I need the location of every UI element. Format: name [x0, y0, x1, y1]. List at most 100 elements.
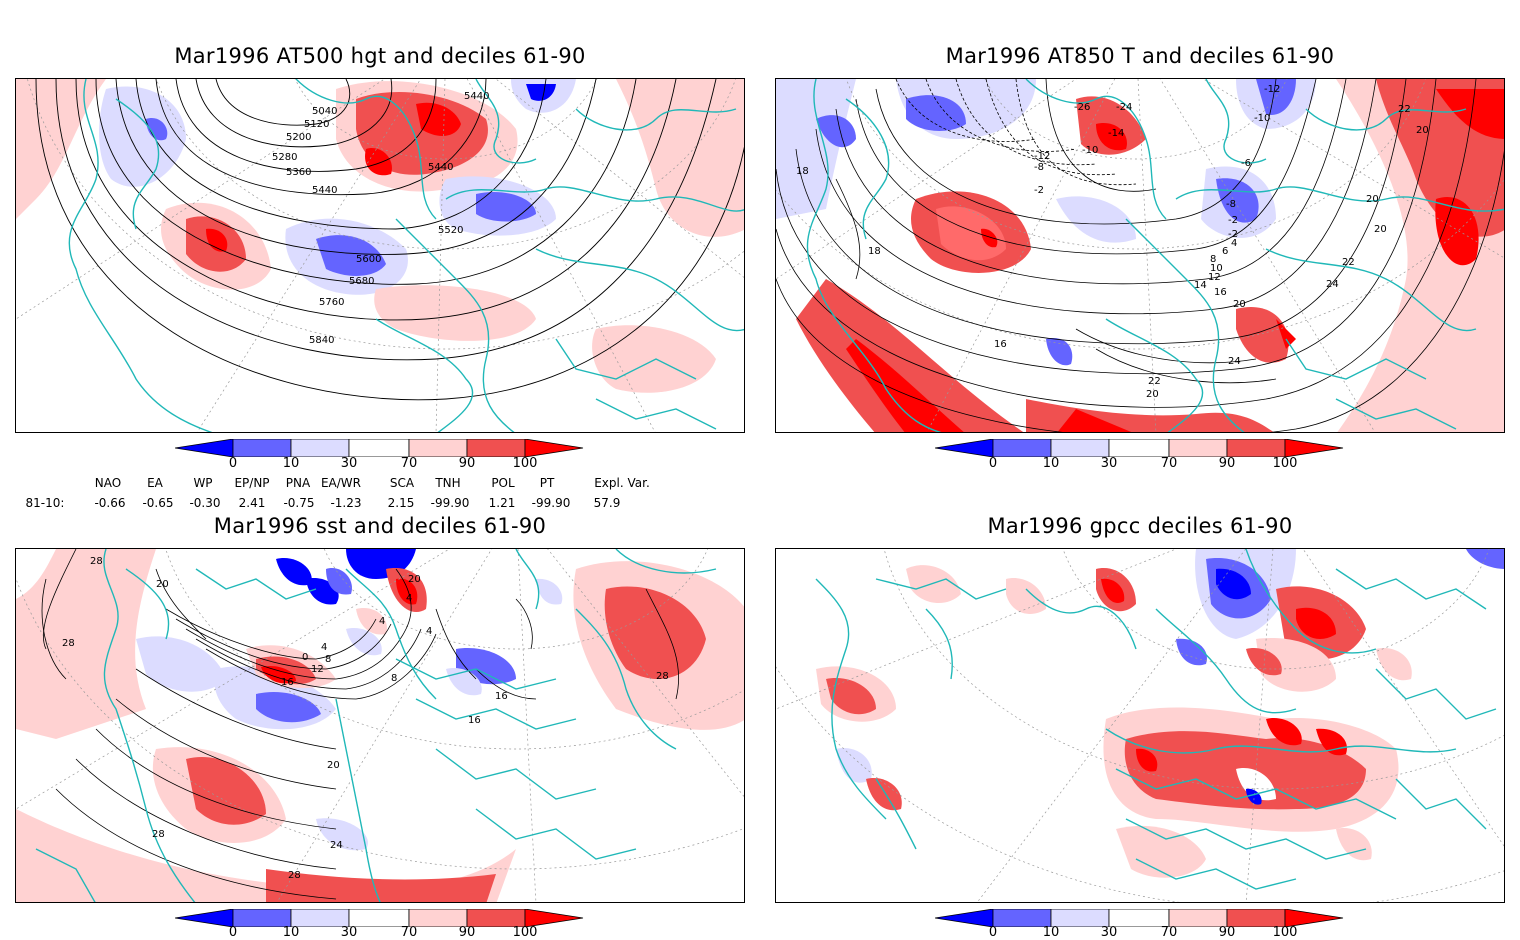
contour-label: 12	[311, 664, 324, 675]
panel-title-br: Mar1996 gpcc deciles 61-90	[987, 514, 1293, 538]
contour-label: 5680	[349, 276, 374, 287]
contour-label: 14	[1194, 280, 1207, 291]
contour-label: 16	[468, 715, 481, 726]
contour-label: 5440	[428, 162, 453, 173]
index-header: EP/NP	[234, 476, 270, 490]
contour-labels: 28 20 28 0 4 4 8 12 16 20 16 16 8 4 28 2…	[62, 556, 669, 881]
contour-label: -10	[1082, 145, 1098, 156]
index-value: -99.90	[531, 496, 571, 510]
map-graticule	[16, 79, 744, 432]
contour-label: 28	[62, 638, 75, 649]
panel-title-tl: Mar1996 AT500 hgt and deciles 61-90	[174, 44, 586, 68]
contour-label: 5600	[356, 254, 381, 265]
index-value: 2.41	[238, 496, 266, 510]
contour-label: 28	[152, 829, 165, 840]
contour-label: -12	[1034, 151, 1050, 162]
contour-label: 22	[1398, 104, 1411, 115]
map-panel-sst: 28 20 28 0 4 4 8 12 16 20 16 16 8 4 28 2…	[15, 548, 745, 903]
contour-label: 0	[302, 652, 308, 663]
colorbar-label: 0	[228, 456, 238, 471]
colorbar-tl: 0 10 30 70 90 100	[174, 438, 585, 479]
contour-label: 20	[1146, 389, 1159, 400]
contour-label: 6	[1222, 246, 1228, 257]
contour-label: 4	[379, 616, 385, 627]
map-panel-gpcc	[775, 548, 1505, 903]
index-header: POL	[491, 476, 515, 490]
colorbar-label: 100	[1272, 456, 1298, 471]
colorbar-label: 10	[282, 925, 300, 940]
colorbar-br: 0 10 30 70 90 100	[934, 908, 1345, 940]
map-panel-hgt500: 5040 5120 5200 5280 5360 5440 5440 5440 …	[15, 78, 745, 433]
index-header: EA	[147, 476, 163, 490]
contour-label: 16	[495, 691, 508, 702]
index-header: WP	[193, 476, 213, 490]
colorbar-label: 70	[1160, 456, 1178, 471]
contour-label: -2	[1034, 185, 1044, 196]
contour-label: 5120	[304, 119, 329, 130]
contour-label: 8	[391, 673, 397, 684]
contour-label: 20	[1366, 194, 1379, 205]
index-value: -0.75	[283, 496, 315, 510]
contour-label: 24	[330, 840, 343, 851]
contour-label: 20	[1416, 125, 1429, 136]
colorbar-label: 90	[1218, 925, 1236, 940]
contour-label: -12	[1264, 84, 1280, 95]
panel-title-bl: Mar1996 sst and deciles 61-90	[213, 514, 547, 538]
colorbar-label: 30	[1100, 456, 1118, 471]
panel-title-tr: Mar1996 AT850 T and deciles 61-90	[945, 44, 1335, 68]
index-header: SCA	[389, 476, 415, 490]
contour-label: 28	[656, 671, 669, 682]
contour-label: 5200	[286, 132, 311, 143]
contour-label: -26	[1074, 102, 1090, 113]
coastlines	[815, 549, 1497, 890]
contour-label: 18	[796, 166, 809, 177]
colorbar-label: 10	[1042, 456, 1060, 471]
colorbar-label: 0	[228, 925, 238, 940]
index-header: EA/WR	[320, 476, 362, 490]
index-value: 1.21	[488, 496, 516, 510]
colorbar-label: 100	[512, 925, 538, 940]
colorbar-label: 10	[282, 456, 300, 471]
colorbar-label: 70	[400, 456, 418, 471]
colorbar-label: 30	[340, 925, 358, 940]
map-graticule	[16, 549, 744, 902]
colorbar-label: 90	[458, 925, 476, 940]
contour-labels: -26 -24 -14 -10 -12 -8 -2 -12 -10 -6 -8 …	[796, 84, 1429, 400]
contour-label: -8	[1034, 162, 1044, 173]
colorbar-label: 0	[988, 456, 998, 471]
colorbar-label: 90	[458, 456, 476, 471]
index-value: -0.65	[142, 496, 174, 510]
contour-label: 5360	[286, 167, 311, 178]
anomaly-shading	[16, 79, 744, 432]
index-header: PT	[539, 476, 555, 490]
contour-label: -2	[1228, 215, 1238, 226]
coastlines	[68, 79, 744, 432]
coastlines	[35, 549, 717, 902]
contour-label: 24	[1228, 356, 1241, 367]
contour-label: 5440	[312, 185, 337, 196]
contour-label: 4	[406, 593, 412, 604]
map-panel-t850: -26 -24 -14 -10 -12 -8 -2 -12 -10 -6 -8 …	[775, 78, 1505, 433]
colorbar-label: 10	[1042, 925, 1060, 940]
colorbar-label: 30	[1100, 925, 1118, 940]
contour-label: 20	[1374, 224, 1387, 235]
index-value: -1.23	[330, 496, 362, 510]
contour-label: 20	[156, 579, 169, 590]
contour-label: 8	[1210, 254, 1216, 265]
contour-label: -10	[1254, 113, 1270, 124]
colorbar-label: 70	[400, 925, 418, 940]
colorbar-tr: 0 10 30 70 90 100	[934, 438, 1345, 479]
coastlines	[806, 79, 1504, 432]
contour-label: 24	[1326, 279, 1339, 290]
anomaly-shading	[776, 79, 1504, 432]
index-value: -99.90	[430, 496, 470, 510]
index-table-header: NAO EA WP EP/NP PNA EA/WR SCA TNH POL PT…	[0, 476, 760, 492]
contour-label: 4	[426, 626, 432, 637]
index-value: 57.9	[593, 496, 621, 510]
contour-labels: 5040 5120 5200 5280 5360 5440 5440 5440 …	[272, 91, 489, 346]
contour-label: -2	[1228, 229, 1238, 240]
contour-label: 12	[1208, 272, 1221, 283]
contour-label: 4	[321, 642, 327, 653]
contour-label: 5440	[464, 91, 489, 102]
contour-label: -24	[1116, 102, 1132, 113]
